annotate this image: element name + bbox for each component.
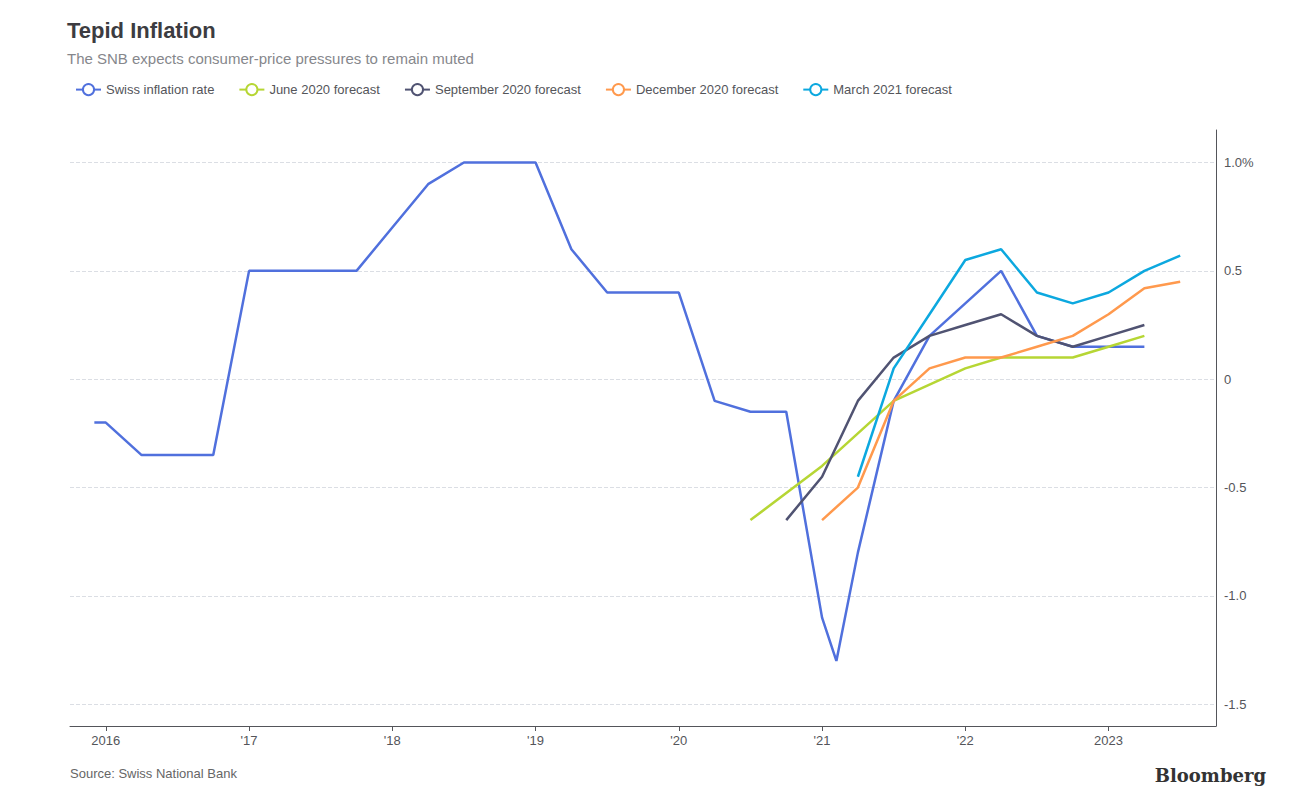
svg-text:2023: 2023 [1094,733,1123,748]
svg-text:March 2021 forecast: March 2021 forecast [833,82,952,97]
svg-text:September 2020 forecast: September 2020 forecast [435,82,581,97]
svg-text:June 2020 forecast: June 2020 forecast [269,82,380,97]
svg-text:'19: '19 [527,733,544,748]
svg-text:'21: '21 [814,733,831,748]
svg-text:-1.0: -1.0 [1224,588,1246,603]
svg-text:'22: '22 [957,733,974,748]
svg-text:0.5: 0.5 [1224,263,1242,278]
svg-text:'18: '18 [384,733,401,748]
svg-text:2016: 2016 [91,733,120,748]
svg-text:-1.5: -1.5 [1224,697,1246,712]
svg-text:Swiss inflation rate: Swiss inflation rate [106,82,214,97]
svg-text:The SNB expects consumer-price: The SNB expects consumer-price pressures… [67,50,474,67]
svg-text:Tepid Inflation: Tepid Inflation [67,18,216,43]
svg-text:1.0%: 1.0% [1224,155,1254,170]
svg-text:'17: '17 [241,733,258,748]
svg-text:Bloomberg: Bloomberg [1155,765,1267,786]
svg-text:Source: Swiss National Bank: Source: Swiss National Bank [70,766,237,781]
svg-text:0: 0 [1224,372,1231,387]
svg-text:'20: '20 [670,733,687,748]
svg-text:December 2020 forecast: December 2020 forecast [636,82,779,97]
svg-text:-0.5: -0.5 [1224,480,1246,495]
